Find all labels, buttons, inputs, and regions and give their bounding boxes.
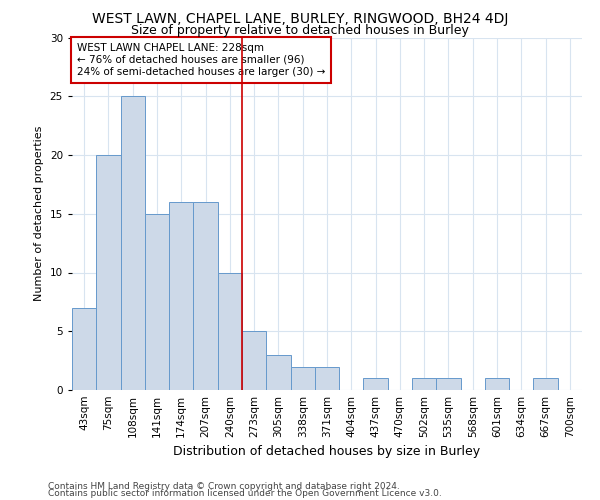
Bar	[96, 155, 121, 390]
Bar	[145, 214, 169, 390]
Bar	[193, 202, 218, 390]
Text: Contains HM Land Registry data © Crown copyright and database right 2024.: Contains HM Land Registry data © Crown c…	[48, 482, 400, 491]
Bar	[315, 366, 339, 390]
Bar	[242, 331, 266, 390]
Text: WEST LAWN, CHAPEL LANE, BURLEY, RINGWOOD, BH24 4DJ: WEST LAWN, CHAPEL LANE, BURLEY, RINGWOOD…	[92, 12, 508, 26]
Bar	[436, 378, 461, 390]
Bar	[218, 272, 242, 390]
Bar	[364, 378, 388, 390]
Bar	[290, 366, 315, 390]
Bar	[169, 202, 193, 390]
Bar	[72, 308, 96, 390]
Y-axis label: Number of detached properties: Number of detached properties	[34, 126, 44, 302]
Bar	[533, 378, 558, 390]
Bar	[266, 355, 290, 390]
Bar	[121, 96, 145, 390]
Text: Contains public sector information licensed under the Open Government Licence v3: Contains public sector information licen…	[48, 490, 442, 498]
Text: Size of property relative to detached houses in Burley: Size of property relative to detached ho…	[131, 24, 469, 37]
X-axis label: Distribution of detached houses by size in Burley: Distribution of detached houses by size …	[173, 446, 481, 458]
Bar	[412, 378, 436, 390]
Text: WEST LAWN CHAPEL LANE: 228sqm
← 76% of detached houses are smaller (96)
24% of s: WEST LAWN CHAPEL LANE: 228sqm ← 76% of d…	[77, 44, 325, 76]
Bar	[485, 378, 509, 390]
